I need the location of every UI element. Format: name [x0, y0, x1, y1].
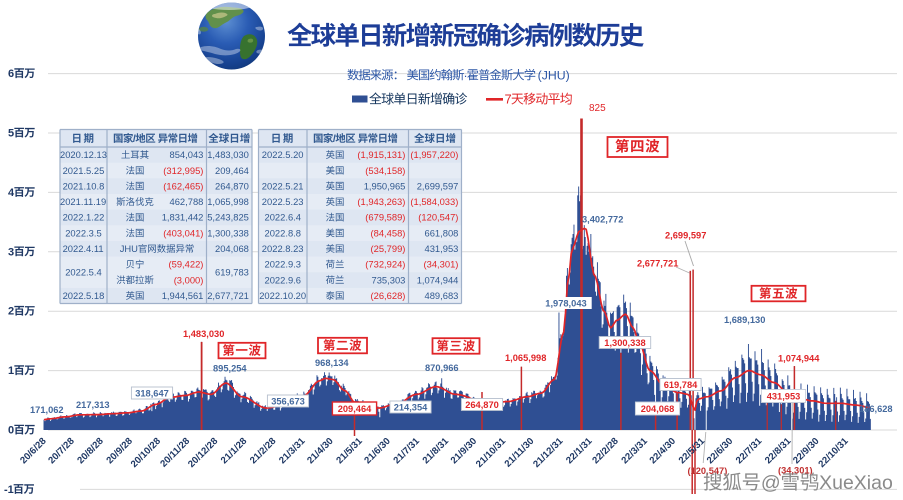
svg-text:2,677,721: 2,677,721	[637, 259, 678, 269]
svg-text:661,808: 661,808	[425, 227, 459, 238]
svg-text:2022.5.21: 2022.5.21	[262, 180, 304, 191]
svg-text:(312,995): (312,995)	[163, 165, 203, 176]
svg-text:2021.5.25: 2021.5.25	[63, 165, 105, 176]
svg-text:1,065,998: 1,065,998	[505, 353, 546, 363]
svg-text:186,628: 186,628	[859, 404, 893, 414]
svg-text:XueXiao: XueXiao	[819, 472, 893, 494]
svg-text:(26,628): (26,628)	[371, 290, 406, 301]
svg-text:1,978,043: 1,978,043	[545, 298, 586, 308]
svg-text:(JHU): (JHU)	[538, 68, 570, 82]
svg-text:619,784: 619,784	[664, 380, 698, 390]
svg-text:1,074,944: 1,074,944	[417, 274, 459, 285]
svg-text:5: 5	[8, 128, 14, 140]
svg-text:318,647: 318,647	[135, 388, 169, 398]
svg-text:619,783: 619,783	[215, 267, 249, 278]
svg-text:(732,924): (732,924)	[365, 259, 405, 270]
svg-text:431,953: 431,953	[425, 243, 459, 254]
svg-text:1,950,965: 1,950,965	[364, 180, 406, 191]
svg-text:462,788: 462,788	[170, 196, 204, 207]
svg-text:(84,458): (84,458)	[371, 227, 406, 238]
svg-text:2020.12.13: 2020.12.13	[60, 149, 107, 160]
svg-text:895,254: 895,254	[213, 364, 247, 374]
svg-text:(34,301): (34,301)	[424, 259, 459, 270]
svg-text:209,464: 209,464	[215, 165, 249, 176]
svg-text:0: 0	[8, 425, 14, 437]
svg-text:2022.5.23: 2022.5.23	[262, 196, 304, 207]
svg-text:1,074,944: 1,074,944	[778, 354, 820, 364]
svg-text:2022.9.3: 2022.9.3	[265, 259, 302, 270]
svg-text:2022.4.11: 2022.4.11	[63, 243, 104, 254]
svg-text:209,464: 209,464	[338, 404, 372, 414]
svg-text:·: ·	[464, 68, 468, 82]
svg-text:(34,301): (34,301)	[778, 466, 813, 476]
svg-text:(679,589): (679,589)	[365, 212, 405, 223]
svg-text:431,953: 431,953	[767, 391, 801, 401]
svg-text:214,354: 214,354	[394, 402, 428, 412]
svg-text:264,870: 264,870	[465, 400, 499, 410]
svg-text:1,944,561: 1,944,561	[162, 290, 204, 301]
svg-text:1,483,030: 1,483,030	[183, 329, 224, 339]
svg-text:2022.3.5: 2022.3.5	[65, 227, 102, 238]
svg-text:968,134: 968,134	[315, 358, 349, 368]
svg-text:(1,957,220): (1,957,220)	[410, 149, 458, 160]
svg-text:JHU: JHU	[120, 243, 138, 254]
svg-text:3,402,772: 3,402,772	[582, 215, 623, 225]
svg-text:2022.5.20: 2022.5.20	[262, 149, 304, 160]
svg-text:171,062: 171,062	[30, 405, 64, 415]
svg-text:1,831,442: 1,831,442	[162, 212, 204, 223]
svg-text:(120,547): (120,547)	[418, 212, 458, 223]
svg-text:217,313: 217,313	[76, 400, 110, 410]
svg-text:2022.6.4: 2022.6.4	[265, 212, 302, 223]
svg-text:(1,943,263): (1,943,263)	[357, 196, 405, 207]
svg-text:1,689,130: 1,689,130	[724, 315, 765, 325]
svg-text:(1,584,033): (1,584,033)	[410, 196, 458, 207]
svg-text:2022.1.22: 2022.1.22	[63, 212, 105, 223]
svg-text:(120,547): (120,547)	[688, 466, 728, 476]
svg-text:2021.10.8: 2021.10.8	[63, 180, 105, 191]
svg-text:7: 7	[505, 92, 512, 107]
svg-text:735,303: 735,303	[372, 274, 406, 285]
svg-text:825: 825	[589, 103, 606, 114]
svg-text:489,683: 489,683	[425, 290, 459, 301]
svg-text:870,966: 870,966	[425, 363, 459, 373]
svg-text:(25,799): (25,799)	[371, 243, 406, 254]
svg-text:(3,000): (3,000)	[174, 274, 204, 285]
svg-text:(59,422): (59,422)	[169, 259, 204, 270]
svg-text:(162,465): (162,465)	[163, 180, 203, 191]
svg-text:/: /	[333, 134, 336, 145]
svg-text:2022.10.20: 2022.10.20	[259, 290, 306, 301]
svg-text:4: 4	[8, 187, 15, 199]
svg-text:854,043: 854,043	[170, 149, 204, 160]
svg-text:356,673: 356,673	[271, 396, 305, 406]
svg-text:1,065,998: 1,065,998	[207, 196, 249, 207]
svg-text:1: 1	[8, 365, 14, 377]
svg-text:(403,041): (403,041)	[163, 227, 203, 238]
svg-text:2,699,597: 2,699,597	[417, 180, 459, 191]
svg-text:264,870: 264,870	[215, 180, 249, 191]
svg-text:(1,915,131): (1,915,131)	[357, 149, 405, 160]
svg-text:2022.8.8: 2022.8.8	[265, 227, 302, 238]
svg-text:204,068: 204,068	[215, 243, 249, 254]
svg-text:204,068: 204,068	[641, 404, 675, 414]
svg-text:2021.11.19: 2021.11.19	[60, 196, 106, 207]
svg-text:/: /	[133, 134, 136, 145]
svg-text:2022.5.4: 2022.5.4	[65, 267, 102, 278]
svg-text:2022.8.23: 2022.8.23	[262, 243, 304, 254]
svg-text:1,300,338: 1,300,338	[604, 338, 645, 348]
svg-text:2: 2	[8, 306, 14, 318]
svg-text:3: 3	[8, 246, 14, 258]
svg-text:-1: -1	[4, 484, 14, 496]
svg-text:6: 6	[8, 68, 14, 80]
svg-text:(534,158): (534,158)	[365, 165, 405, 176]
svg-text:2022.5.18: 2022.5.18	[63, 290, 105, 301]
svg-text:2,677,721: 2,677,721	[207, 290, 249, 301]
svg-text:@: @	[761, 472, 781, 494]
svg-text:2022.9.6: 2022.9.6	[265, 274, 302, 285]
svg-text:1,483,030: 1,483,030	[207, 149, 249, 160]
svg-text:2,699,597: 2,699,597	[665, 231, 706, 241]
svg-text:1,300,338: 1,300,338	[207, 227, 249, 238]
svg-text:5,243,825: 5,243,825	[207, 212, 249, 223]
